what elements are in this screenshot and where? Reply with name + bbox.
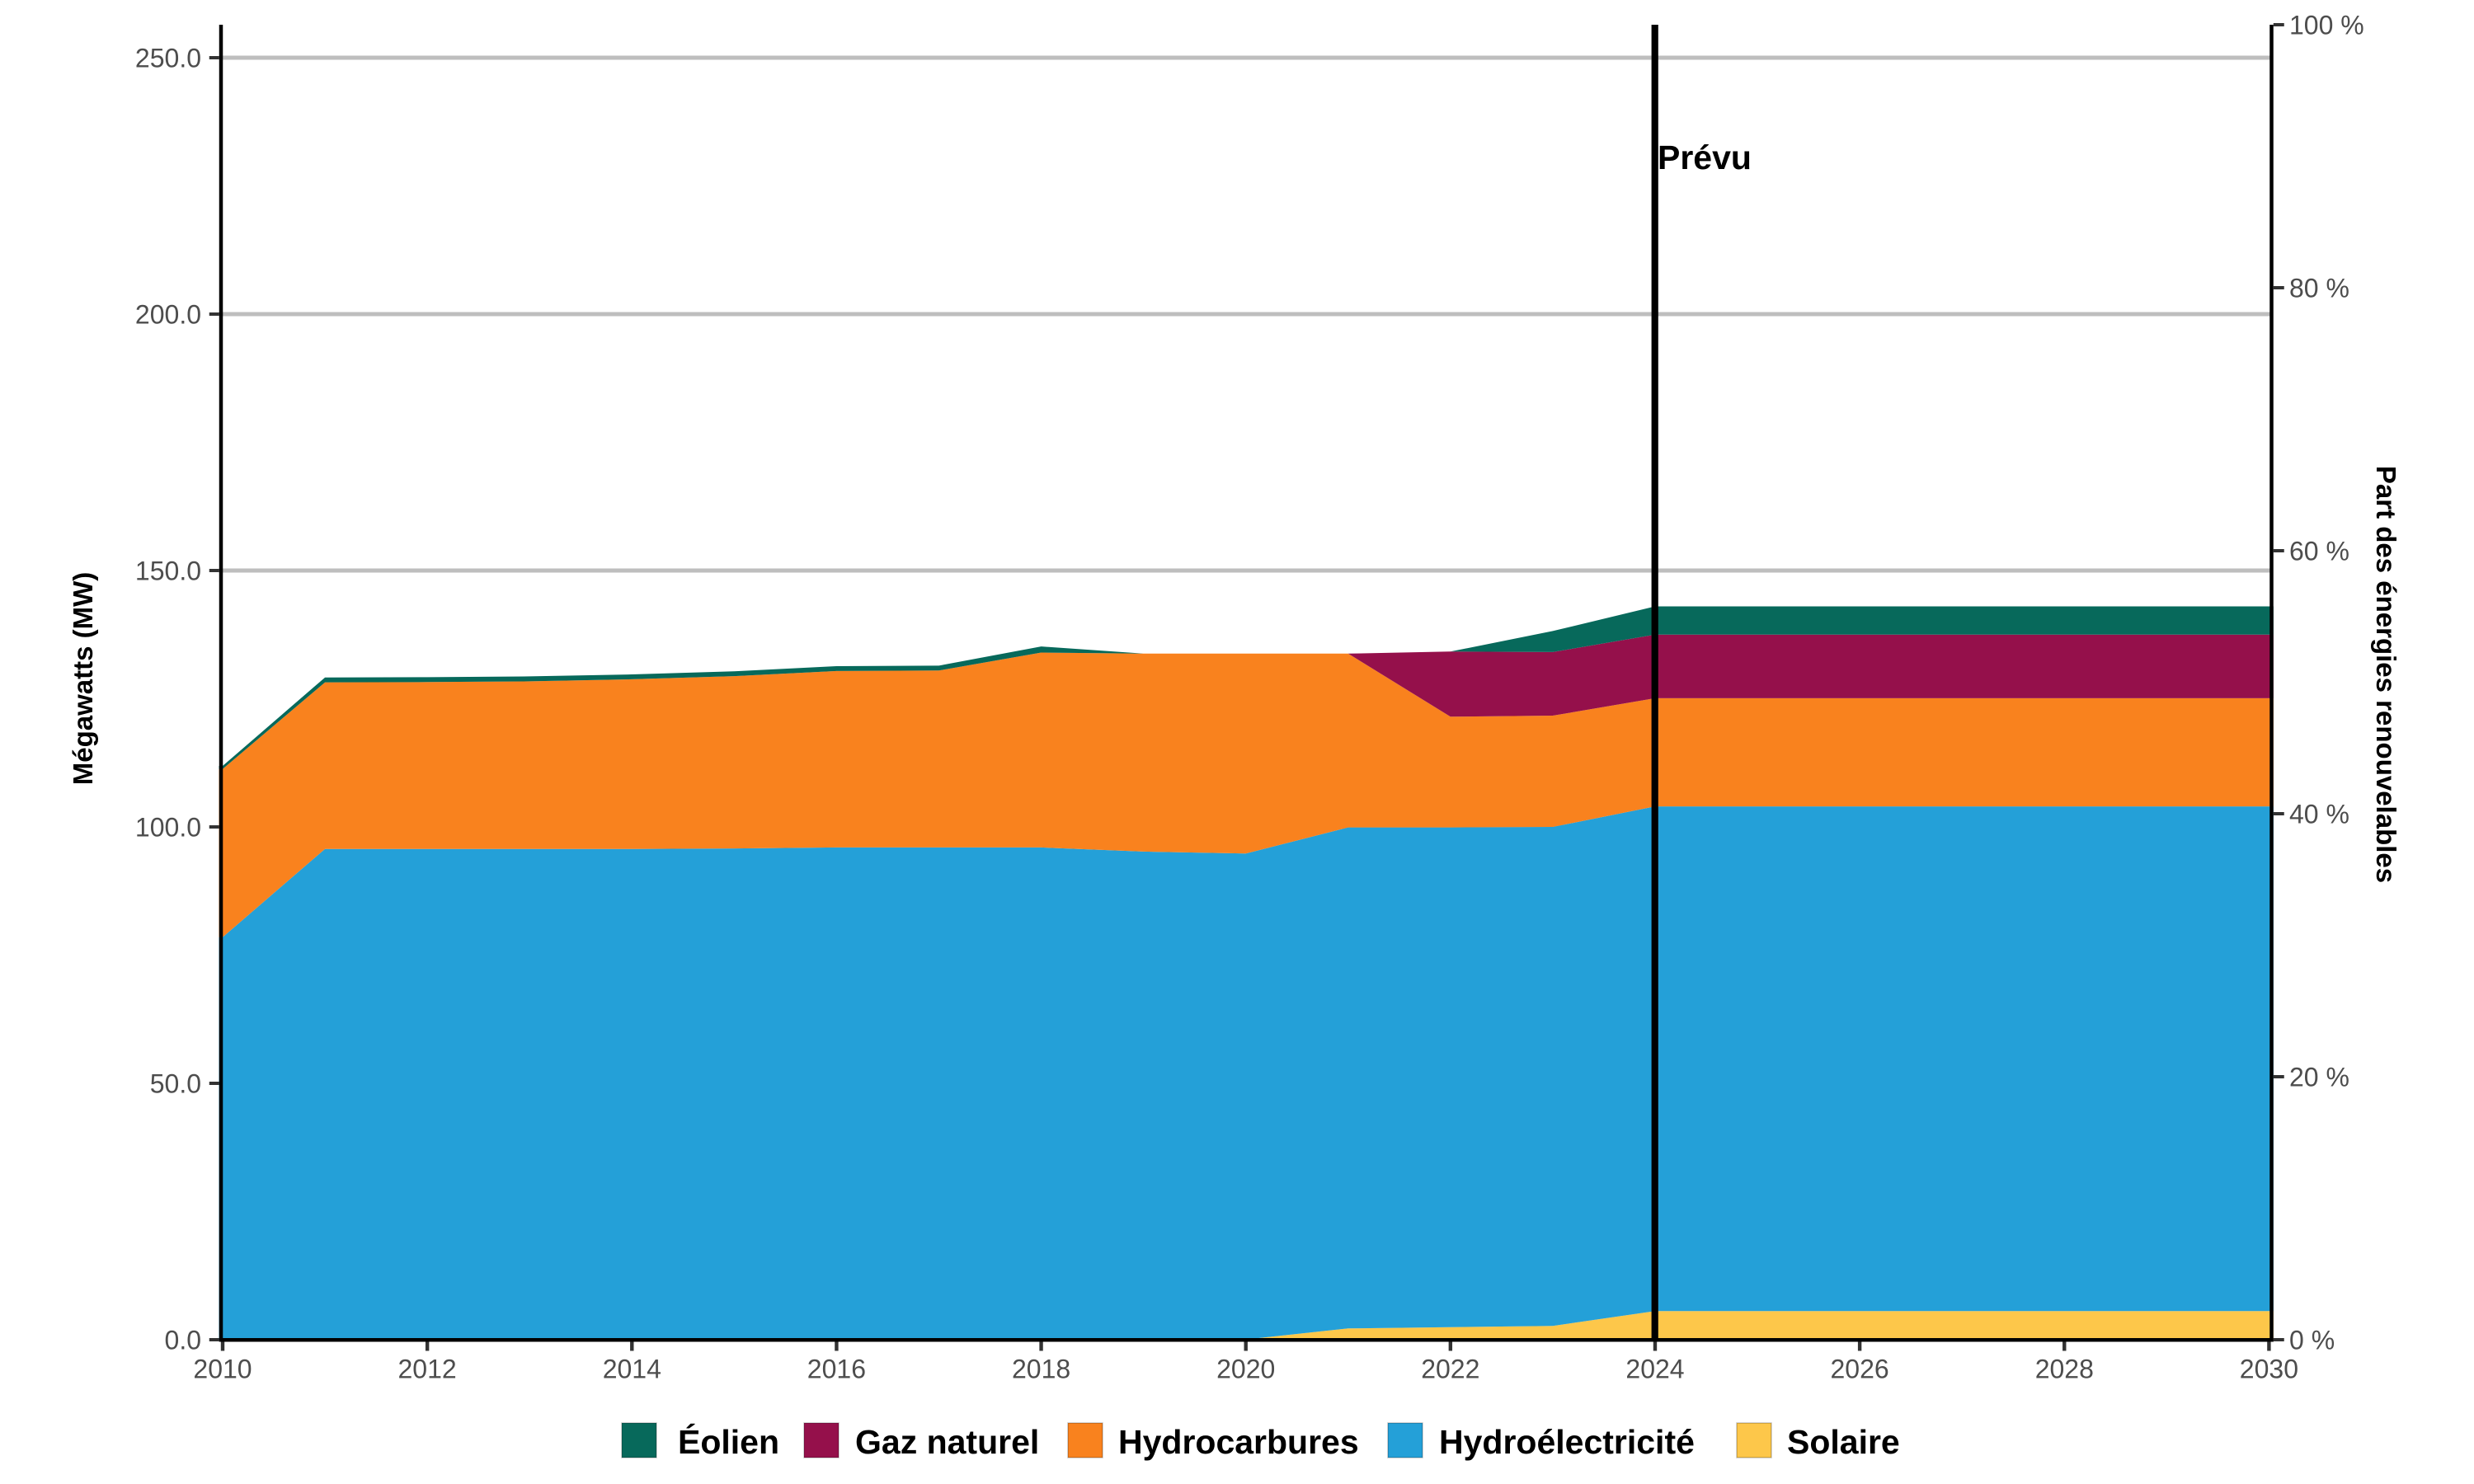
svg-text:Solaire: Solaire (1787, 1423, 1900, 1461)
svg-text:150.0: 150.0 (135, 556, 201, 586)
svg-text:2028: 2028 (2035, 1355, 2094, 1384)
svg-text:100.0: 100.0 (135, 813, 201, 843)
svg-text:2026: 2026 (1831, 1355, 1889, 1384)
svg-text:250.0: 250.0 (135, 44, 201, 73)
svg-text:0 %: 0 % (2289, 1326, 2335, 1355)
svg-text:60 %: 60 % (2289, 537, 2349, 566)
svg-text:Prévu: Prévu (1658, 139, 1752, 176)
svg-text:2022: 2022 (1421, 1355, 1479, 1384)
svg-text:2014: 2014 (603, 1355, 661, 1384)
svg-text:0.0: 0.0 (165, 1326, 201, 1355)
svg-text:Éolien: Éolien (678, 1423, 779, 1461)
svg-text:50.0: 50.0 (150, 1069, 201, 1099)
svg-text:2018: 2018 (1012, 1355, 1070, 1384)
svg-text:2012: 2012 (398, 1355, 457, 1384)
svg-text:100 %: 100 % (2289, 11, 2364, 40)
svg-text:80 %: 80 % (2289, 274, 2349, 303)
svg-text:2010: 2010 (193, 1355, 252, 1384)
svg-text:40 %: 40 % (2289, 800, 2349, 829)
svg-text:Part des énergies renouvelable: Part des énergies renouvelables (2371, 466, 2401, 883)
svg-text:2020: 2020 (1216, 1355, 1275, 1384)
svg-text:200.0: 200.0 (135, 300, 201, 330)
svg-text:Hydroélectricité: Hydroélectricité (1439, 1423, 1695, 1461)
svg-text:Gaz naturel: Gaz naturel (855, 1423, 1039, 1461)
svg-text:Mégawatts (MW): Mégawatts (MW) (68, 572, 98, 786)
svg-text:2016: 2016 (807, 1355, 866, 1384)
svg-text:2024: 2024 (1625, 1355, 1684, 1384)
svg-text:20 %: 20 % (2289, 1063, 2349, 1092)
svg-text:Hydrocarbures: Hydrocarbures (1118, 1423, 1359, 1461)
svg-text:2030: 2030 (2240, 1355, 2298, 1384)
